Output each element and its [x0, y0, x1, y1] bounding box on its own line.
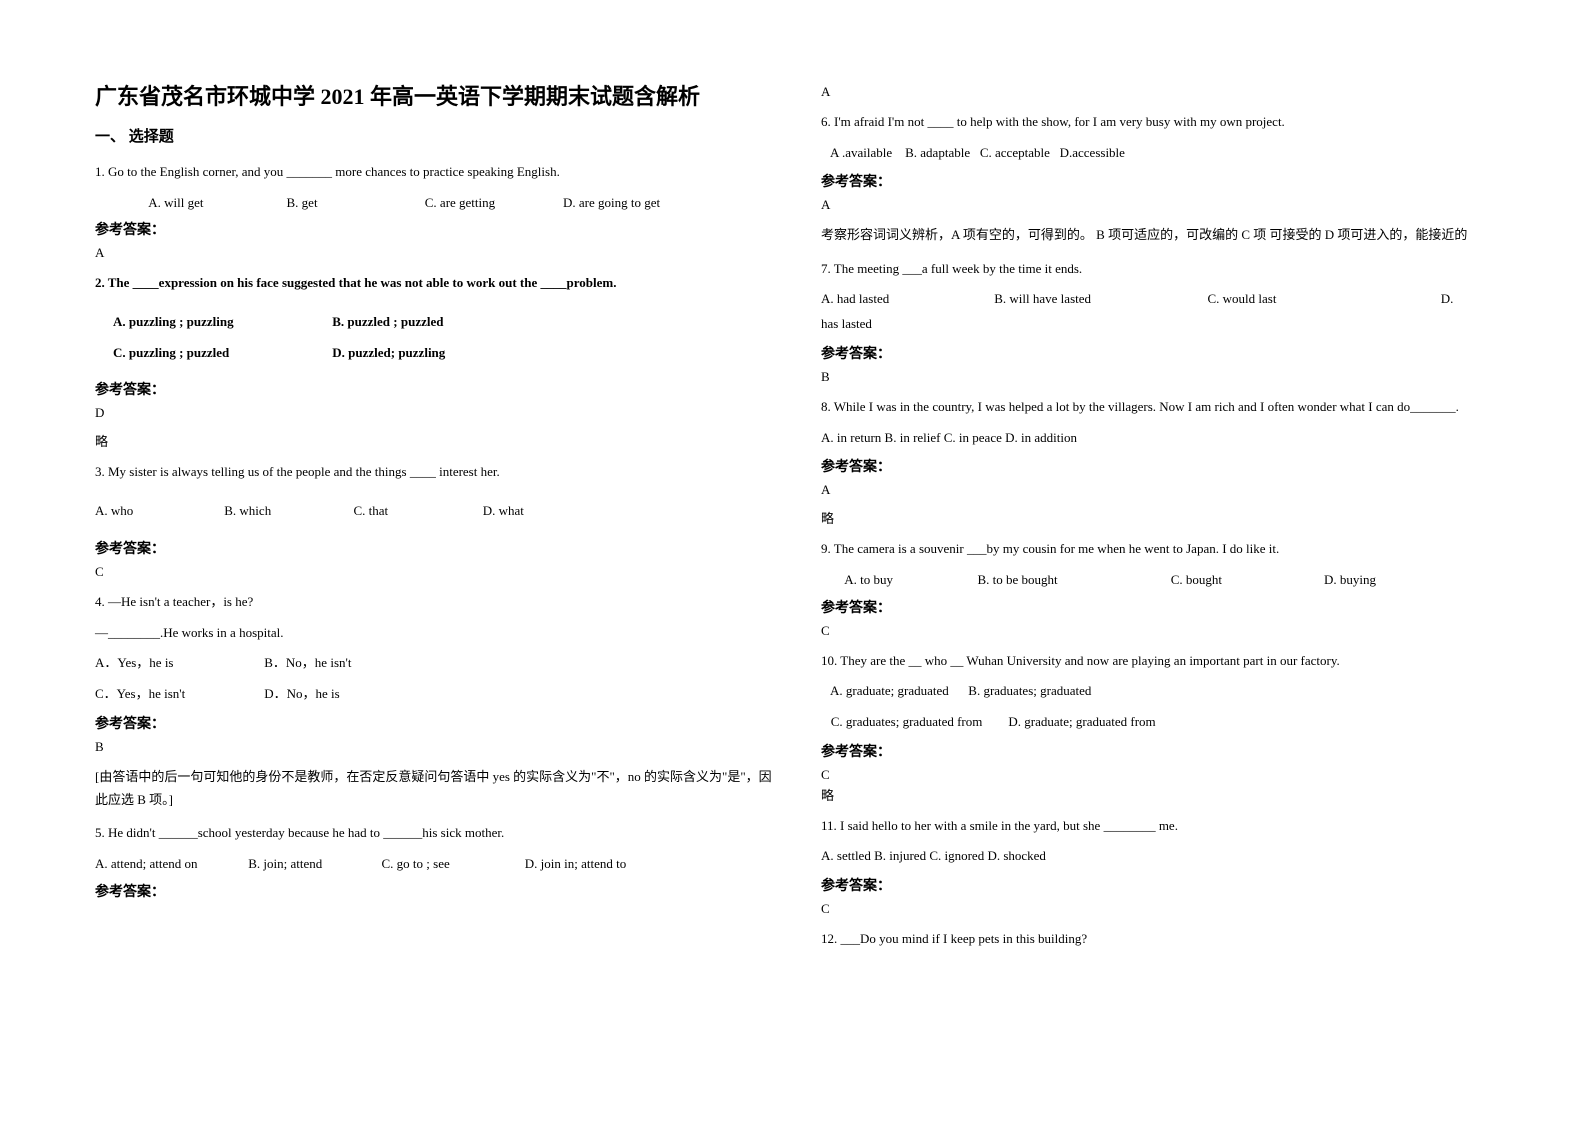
q6-ans-label: 参考答案：: [821, 171, 1507, 191]
q4-options-row2: C．Yes，he isn't D．No，he is: [95, 682, 781, 707]
q11-ans-label: 参考答案：: [821, 875, 1507, 895]
q11-options: A. settled B. injured C. ignored D. shoc…: [821, 844, 1507, 869]
page-container: 广东省茂名市环城中学 2021 年高一英语下学期期末试题含解析 一、 选择题 1…: [0, 0, 1587, 1122]
q2-note: 略: [95, 431, 781, 450]
q3-opt-b: B. which: [224, 499, 314, 524]
q7-stem: 7. The meeting ___a full week by the tim…: [821, 257, 1507, 282]
q5-opt-a: A. attend; attend on: [95, 852, 245, 877]
q2-stem: 2. The ____expression on his face sugges…: [95, 271, 781, 296]
q7-opt-d: D.: [1441, 287, 1461, 312]
q11-ans: C: [821, 901, 1507, 917]
q9-opt-a: A. to buy: [844, 568, 974, 593]
q2-opt-d: D. puzzled; puzzling: [332, 341, 445, 366]
q6-options: A .available B. adaptable C. acceptable …: [821, 141, 1507, 166]
q5-ans: A: [821, 84, 1507, 100]
q1-options: A. will get B. get C. are getting D. are…: [95, 191, 781, 216]
q2-opt-c: C. puzzling ; puzzled: [113, 341, 293, 366]
q3-ans: C: [95, 564, 781, 580]
q2-options-row2: C. puzzling ; puzzled D. puzzled; puzzli…: [95, 341, 781, 366]
q3-options: A. who B. which C. that D. what: [95, 499, 781, 524]
q4-line1: 4. —He isn't a teacher，is he?: [95, 590, 781, 615]
q7-opt-b: B. will have lasted: [994, 287, 1204, 312]
q4-note: [由答语中的后一句可知他的身份不是教师，在否定反意疑问句答语中 yes 的实际含…: [95, 765, 781, 812]
q5-opt-d: D. join in; attend to: [525, 852, 660, 877]
q7-opt-d-cont: has lasted: [821, 312, 1507, 337]
q8-ans: A: [821, 482, 1507, 498]
q5-ans-label: 参考答案：: [95, 881, 781, 901]
q8-note: 略: [821, 508, 1507, 527]
q1-stem: 1. Go to the English corner, and you ___…: [95, 160, 781, 185]
q4-ans: B: [95, 739, 781, 755]
q7-opt-c: C. would last: [1208, 287, 1438, 312]
q9-ans: C: [821, 623, 1507, 639]
q4-line2: —________.He works in a hospital.: [95, 621, 781, 646]
q9-stem: 9. The camera is a souvenir ___by my cou…: [821, 537, 1507, 562]
q8-options: A. in return B. in relief C. in peace D.…: [821, 426, 1507, 451]
q3-opt-c: C. that: [354, 499, 444, 524]
q4-opt-c: C．Yes，he isn't: [95, 682, 225, 707]
q3-ans-label: 参考答案：: [95, 538, 781, 558]
q3-opt-d: D. what: [483, 499, 524, 524]
q1-opt-d: D. are going to get: [563, 191, 698, 216]
q1-opt-b: B. get: [287, 191, 422, 216]
q7-ans: B: [821, 369, 1507, 385]
q5-opt-b: B. join; attend: [248, 852, 378, 877]
q12-stem: 12. ___Do you mind if I keep pets in thi…: [821, 927, 1507, 952]
q4-ans-label: 参考答案：: [95, 713, 781, 733]
q3-opt-a: A. who: [95, 499, 185, 524]
q2-opt-a: A. puzzling ; puzzling: [113, 310, 293, 335]
q10-note: 略: [821, 785, 1507, 804]
q9-options: A. to buy B. to be bought C. bought D. b…: [821, 568, 1507, 593]
q10-ans-label: 参考答案：: [821, 741, 1507, 761]
q3-stem: 3. My sister is always telling us of the…: [95, 460, 781, 485]
q9-opt-b: B. to be bought: [978, 568, 1168, 593]
q5-stem: 5. He didn't ______school yesterday beca…: [95, 821, 781, 846]
section-heading: 一、 选择题: [95, 125, 781, 146]
q2-opt-b: B. puzzled ; puzzled: [332, 310, 443, 335]
q6-stem: 6. I'm afraid I'm not ____ to help with …: [821, 110, 1507, 135]
q5-options: A. attend; attend on B. join; attend C. …: [95, 852, 781, 877]
q6-ans: A: [821, 197, 1507, 213]
q9-opt-c: C. bought: [1171, 568, 1321, 593]
q8-stem: 8. While I was in the country, I was hel…: [821, 395, 1507, 420]
q9-opt-d: D. buying: [1324, 568, 1459, 593]
right-column: A 6. I'm afraid I'm not ____ to help wit…: [811, 80, 1527, 1082]
q7-options: A. had lasted B. will have lasted C. wou…: [821, 287, 1507, 312]
q2-ans-label: 参考答案：: [95, 379, 781, 399]
q4-opt-b: B．No，he isn't: [264, 651, 351, 676]
q2-options-row1: A. puzzling ; puzzling B. puzzled ; puzz…: [95, 310, 781, 335]
q4-opt-d: D．No，he is: [264, 682, 339, 707]
q10-ans: C: [821, 767, 1507, 783]
q11-stem: 11. I said hello to her with a smile in …: [821, 814, 1507, 839]
q6-note: 考察形容词词义辨析，A 项有空的，可得到的。 B 项可适应的，可改编的 C 项 …: [821, 223, 1507, 246]
q7-opt-a: A. had lasted: [821, 287, 991, 312]
q4-options-row1: A．Yes，he is B．No，he isn't: [95, 651, 781, 676]
doc-title: 广东省茂名市环城中学 2021 年高一英语下学期期末试题含解析: [95, 80, 781, 113]
left-column: 广东省茂名市环城中学 2021 年高一英语下学期期末试题含解析 一、 选择题 1…: [95, 80, 811, 1082]
q10-opts-l3: C. graduates; graduated from D. graduate…: [821, 710, 1507, 735]
q1-opt-a: A. will get: [148, 191, 283, 216]
q9-ans-label: 参考答案：: [821, 597, 1507, 617]
q8-ans-label: 参考答案：: [821, 456, 1507, 476]
q1-ans-label: 参考答案：: [95, 219, 781, 239]
q10-opts-l2: A. graduate; graduated B. graduates; gra…: [821, 679, 1507, 704]
q10-stem: 10. They are the __ who __ Wuhan Univers…: [821, 649, 1507, 674]
q1-ans: A: [95, 245, 781, 261]
q2-ans: D: [95, 405, 781, 421]
q5-opt-c: C. go to ; see: [382, 852, 522, 877]
q4-opt-a: A．Yes，he is: [95, 651, 225, 676]
q1-opt-c: C. are getting: [425, 191, 560, 216]
q7-ans-label: 参考答案：: [821, 343, 1507, 363]
